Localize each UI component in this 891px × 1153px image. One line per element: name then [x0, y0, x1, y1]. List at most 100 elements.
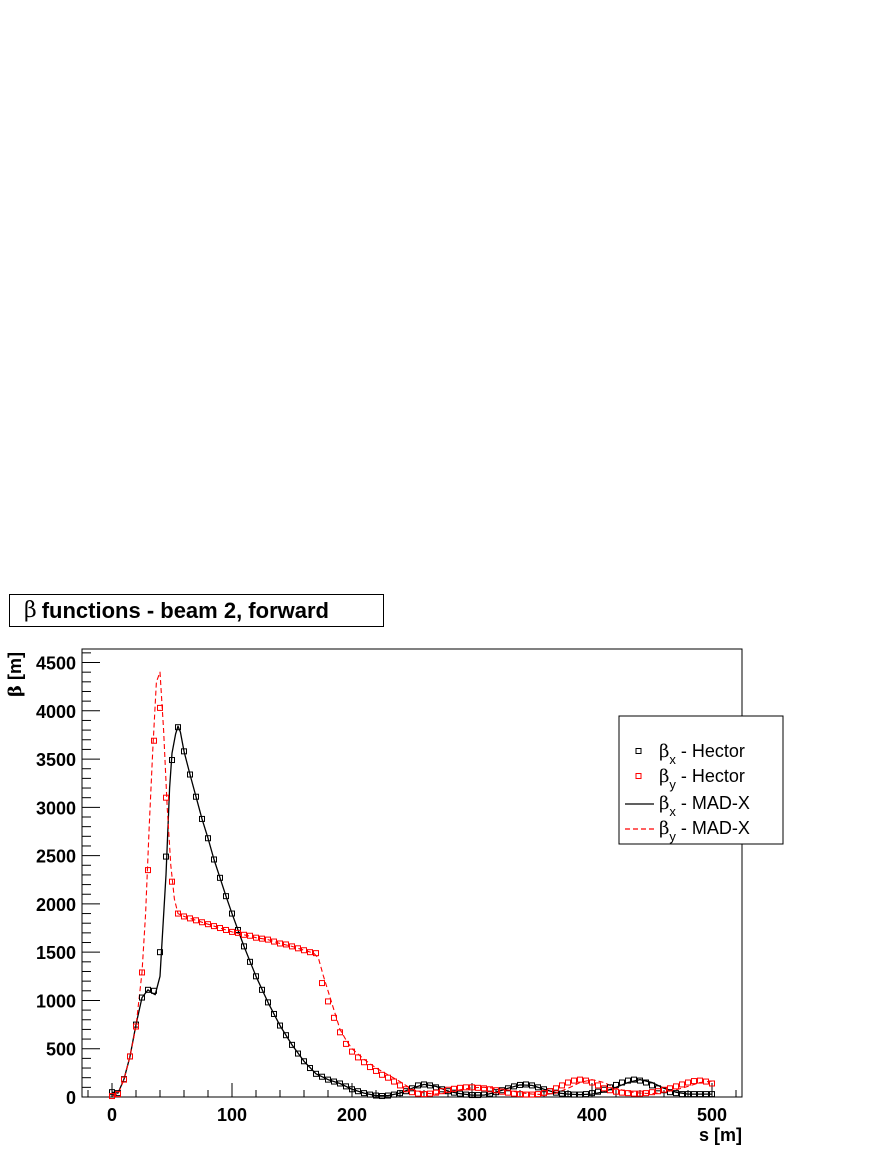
- data-point: [583, 1077, 589, 1084]
- legend-entry-3: βy - MAD-X: [625, 818, 750, 844]
- data-point: [265, 999, 271, 1006]
- data-point: [703, 1091, 709, 1098]
- data-point: [415, 1090, 421, 1097]
- data-point: [451, 1085, 457, 1092]
- data-point: [415, 1082, 421, 1089]
- data-point: [517, 1091, 523, 1098]
- data-point: [679, 1081, 685, 1088]
- y-axis-title-symbol: β: [5, 685, 26, 697]
- data-point: [157, 949, 163, 956]
- data-point: [187, 771, 193, 778]
- data-point: [265, 936, 271, 943]
- y-axis-title: β [m]: [5, 652, 26, 697]
- data-point: [115, 1091, 121, 1098]
- data-point: [523, 1081, 529, 1088]
- x-tick-label: 200: [337, 1105, 367, 1125]
- data-point: [283, 1032, 289, 1039]
- data-point: [523, 1091, 529, 1098]
- data-point: [127, 1053, 133, 1060]
- data-point: [277, 1022, 283, 1029]
- data-point: [307, 949, 313, 956]
- data-point: [457, 1090, 463, 1097]
- data-point: [505, 1085, 511, 1092]
- data-point: [637, 1077, 643, 1084]
- data-point: [283, 941, 289, 948]
- data-point: [181, 748, 187, 755]
- data-point: [541, 1086, 547, 1093]
- data-point: [277, 940, 283, 947]
- data-point: [463, 1084, 469, 1091]
- data-point: [673, 1083, 679, 1090]
- chart-title: β functions - beam 2, forward: [9, 594, 384, 627]
- data-point: [271, 938, 277, 945]
- data-point: [397, 1082, 403, 1089]
- y-tick-label: 1000: [36, 991, 76, 1011]
- data-point: [391, 1091, 397, 1098]
- x-tick-label: 300: [457, 1105, 487, 1125]
- data-point: [235, 929, 241, 936]
- data-point: [601, 1085, 607, 1092]
- data-point: [577, 1091, 583, 1098]
- data-point: [331, 1014, 337, 1021]
- data-point: [391, 1078, 397, 1085]
- data-point: [139, 969, 145, 976]
- legend-symbol: β: [659, 818, 669, 839]
- data-point: [673, 1090, 679, 1097]
- data-point: [217, 874, 223, 881]
- y-tick-label: 3500: [36, 750, 76, 770]
- data-point: [349, 1048, 355, 1055]
- data-point: [241, 931, 247, 938]
- data-point: [445, 1086, 451, 1093]
- data-point: [691, 1091, 697, 1098]
- data-point: [193, 917, 199, 924]
- data-point: [373, 1067, 379, 1074]
- series-layer: [109, 671, 715, 1100]
- data-point: [649, 1082, 655, 1089]
- data-point: [679, 1091, 685, 1098]
- y-tick-label: 4500: [36, 654, 76, 674]
- data-point: [457, 1084, 463, 1091]
- data-point: [655, 1088, 661, 1095]
- y-tick-label: 3000: [36, 798, 76, 818]
- data-point: [247, 932, 253, 939]
- x-tick-label: 500: [697, 1105, 727, 1125]
- data-point: [607, 1087, 613, 1094]
- data-point: [229, 928, 235, 935]
- data-point: [295, 1050, 301, 1057]
- data-point: [427, 1082, 433, 1089]
- data-point: [379, 1071, 385, 1078]
- data-point: [535, 1084, 541, 1091]
- data-point: [193, 793, 199, 800]
- data-point: [313, 950, 319, 957]
- data-point: [361, 1059, 367, 1066]
- data-point: [355, 1088, 361, 1095]
- data-point: [619, 1089, 625, 1096]
- data-point: [463, 1091, 469, 1098]
- data-point: [307, 1065, 313, 1072]
- data-point: [685, 1079, 691, 1086]
- data-point: [217, 925, 223, 932]
- legend-symbol: β: [659, 766, 669, 787]
- data-point: [439, 1088, 445, 1095]
- data-point: [571, 1091, 577, 1098]
- data-point: [643, 1090, 649, 1097]
- data-point: [211, 856, 217, 863]
- legend-subscript: y: [669, 829, 676, 844]
- data-point: [211, 923, 217, 930]
- data-point: [295, 945, 301, 952]
- data-point: [511, 1090, 517, 1097]
- data-point: [667, 1085, 673, 1092]
- data-point: [685, 1091, 691, 1098]
- data-point: [571, 1077, 577, 1084]
- y-tick-label: 2000: [36, 895, 76, 915]
- data-point: [625, 1077, 631, 1084]
- data-point: [385, 1074, 391, 1081]
- data-point: [223, 926, 229, 933]
- data-point: [709, 1091, 715, 1098]
- data-point: [511, 1083, 517, 1090]
- data-point: [559, 1090, 565, 1097]
- data-point: [703, 1078, 709, 1085]
- data-point: [613, 1088, 619, 1095]
